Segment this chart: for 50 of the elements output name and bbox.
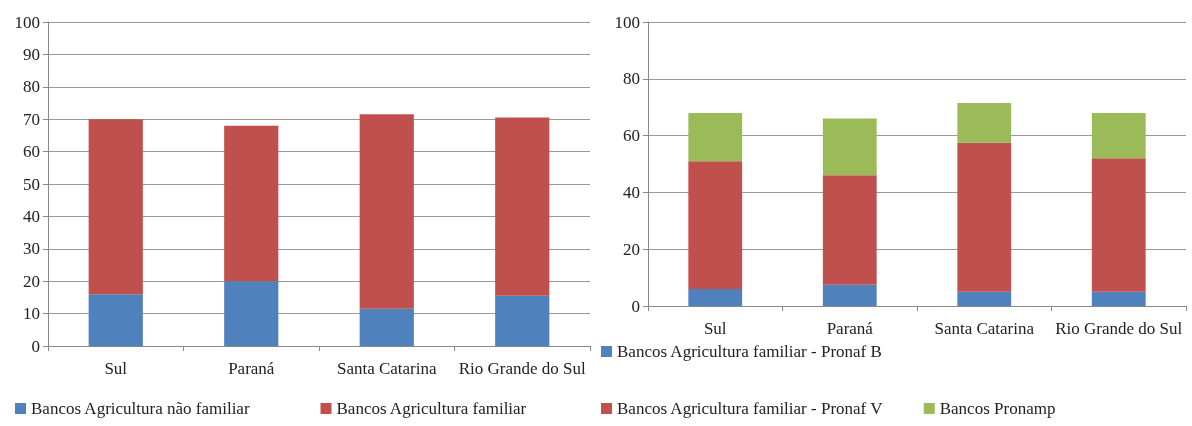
x-tick-label: Rio Grande do Sul xyxy=(458,359,587,378)
x-tick-label: Paraná xyxy=(228,359,275,378)
y-tick-label: 100 xyxy=(14,12,40,32)
x-tick-label: Santa Catarina xyxy=(934,319,1035,338)
y-tick-label: 30 xyxy=(23,239,40,259)
x-tick-label: Paraná xyxy=(826,319,874,338)
legend-label: Bancos Agricultura familiar - Pronaf V xyxy=(617,399,884,418)
y-tick-label: 60 xyxy=(23,142,40,162)
y-tick-label: 20 xyxy=(23,271,40,291)
y-tick-label: 0 xyxy=(31,336,40,356)
bar xyxy=(688,161,743,289)
bar xyxy=(359,308,414,346)
bar xyxy=(88,294,143,346)
bar xyxy=(822,175,877,285)
bar xyxy=(88,119,143,295)
bar xyxy=(495,117,550,296)
bar xyxy=(822,118,877,176)
bar xyxy=(1091,112,1146,159)
y-tick-label: 40 xyxy=(23,206,40,226)
legend-label: Bancos Agricultura não familiar xyxy=(31,399,250,418)
x-tick-label: Sul xyxy=(703,319,727,338)
y-tick-label: 70 xyxy=(23,109,40,129)
bar xyxy=(224,281,279,346)
y-tick-label: 100 xyxy=(614,12,640,32)
bar xyxy=(1091,158,1146,292)
bar xyxy=(957,102,1012,143)
bar xyxy=(688,112,743,162)
y-tick-label: 40 xyxy=(623,182,640,202)
bar xyxy=(1091,291,1146,306)
y-tick-label: 80 xyxy=(23,77,40,97)
legend-label: Bancos Agricultura familiar - Pronaf B xyxy=(617,342,882,361)
bar xyxy=(957,142,1012,292)
y-tick-label: 60 xyxy=(623,126,640,146)
bar xyxy=(957,291,1012,306)
bar xyxy=(359,114,414,309)
bar xyxy=(822,284,877,306)
x-tick-label: Santa Catarina xyxy=(336,359,437,378)
y-tick-label: 50 xyxy=(23,174,40,194)
y-tick-label: 90 xyxy=(23,44,40,64)
y-tick-label: 20 xyxy=(623,239,640,259)
bar xyxy=(495,295,550,346)
y-tick-label: 0 xyxy=(631,296,640,316)
bar xyxy=(688,288,743,306)
y-tick-label: 10 xyxy=(23,304,40,324)
legend-label: Bancos Pronamp xyxy=(939,399,1056,418)
bar xyxy=(224,125,279,282)
y-tick-label: 80 xyxy=(623,69,640,89)
legend-label: Bancos Agricultura familiar xyxy=(336,399,527,418)
x-tick-label: Rio Grande do Sul xyxy=(1055,319,1183,338)
x-tick-label: Sul xyxy=(104,359,128,378)
